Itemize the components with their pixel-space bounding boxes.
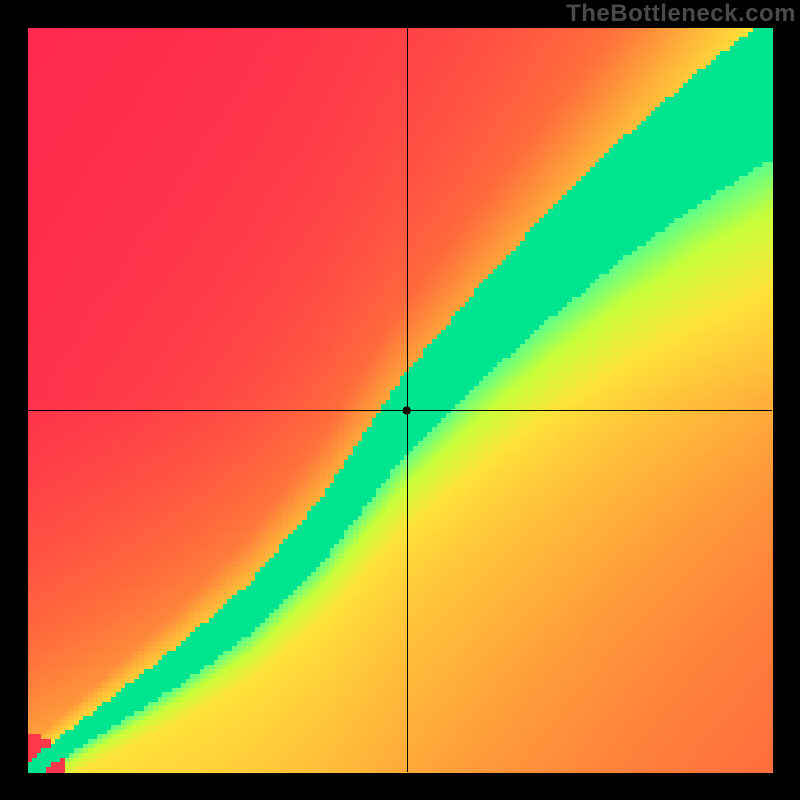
chart-container: TheBottleneck.com (0, 0, 800, 800)
watermark-label: TheBottleneck.com (562, 0, 800, 28)
bottleneck-heatmap (0, 0, 800, 800)
